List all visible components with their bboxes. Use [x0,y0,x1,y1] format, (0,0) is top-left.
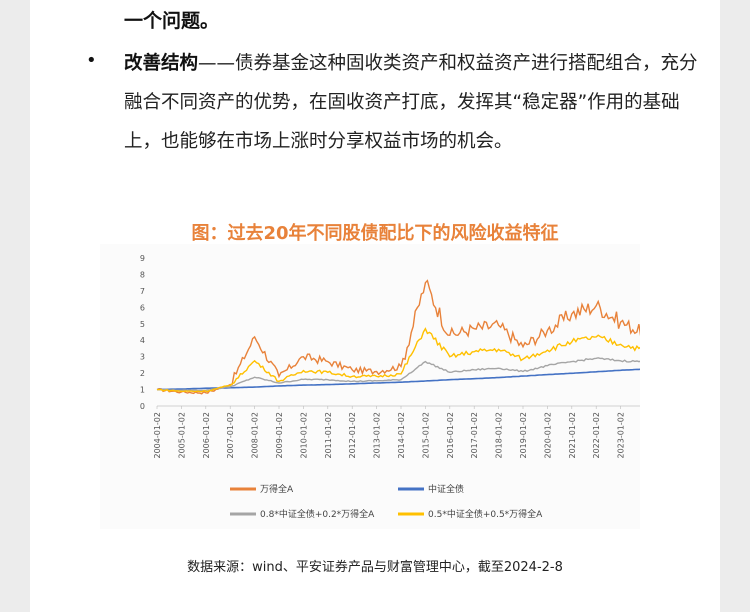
x-tick-label: 2004-01-02 [153,412,162,459]
y-tick-label: 3 [140,353,145,362]
x-tick-label: 2016-01-02 [446,412,455,459]
y-tick-label: 6 [140,303,145,312]
x-tick-label: 2023-01-02 [617,412,626,459]
document-page: 一个问题。 • 改善结构——债券基金这种固收类资产和权益资产进行搭配组合，充分融… [30,0,720,612]
y-tick-label: 9 [140,254,145,263]
x-tick-label: 2015-01-02 [421,412,430,459]
bullet-body: 债券基金这种固收类资产和权益资产进行搭配组合，充分融合不同资产的优势，在固收资产… [124,53,698,152]
x-tick-label: 2006-01-02 [202,412,211,459]
y-tick-label: 7 [140,287,145,296]
y-tick-label: 1 [140,386,145,395]
bullet-paragraph: 改善结构——债券基金这种固收类资产和权益资产进行搭配组合，充分融合不同资产的优势… [124,44,704,161]
x-tick-label: 2021-01-02 [568,412,577,459]
x-tick-label: 2012-01-02 [348,412,357,459]
x-tick-label: 2014-01-02 [397,412,406,459]
y-tick-label: 5 [140,320,145,329]
y-tick-label: 8 [140,270,145,279]
legend-label: 中证全债 [428,483,464,495]
chart-title: 图：过去20年不同股债配比下的风险收益特征 [191,223,559,244]
x-tick-label: 2007-01-02 [226,412,235,459]
y-tick-label: 4 [140,336,145,345]
x-tick-label: 2022-01-02 [592,412,601,459]
x-tick-label: 2009-01-02 [275,412,284,459]
source-note: 数据来源：wind、平安证券产品与财富管理中心，截至2024-2-8 [187,560,563,575]
x-tick-label: 2011-01-02 [324,412,333,459]
y-tick-label: 0 [140,402,145,411]
y-tick-label: 2 [140,369,145,378]
x-tick-label: 2019-01-02 [519,412,528,459]
series-line [156,279,646,395]
x-tick-label: 2013-01-02 [373,412,382,459]
series-line [156,368,646,391]
legend-label: 0.5*中证全债+0.5*万得全A [428,508,543,520]
series-line [157,327,646,393]
bullet-dash: —— [198,53,236,74]
x-tick-label: 2005-01-02 [177,412,186,459]
legend-label: 0.8*中证全债+0.2*万得全A [260,508,375,520]
bullet-term: 改善结构 [124,53,199,74]
bullet-dot: • [86,50,97,71]
chart-container: 0 1 2 3 4 5 6 7 8 9 2004-01-02 2005-01-02 2006-01-02… [100,244,650,529]
x-tick-label: 2018-01-02 [495,412,504,459]
top-line: 一个问题。 [124,10,220,32]
x-tick-label: 2017-01-02 [470,412,479,459]
legend-label: 万得全A [260,483,294,495]
x-tick-label: 2008-01-02 [251,412,260,459]
x-tick-label: 2010-01-02 [299,412,308,459]
line-chart: 0 1 2 3 4 5 6 7 8 9 2004-01-02 2005-01-02 2006-01-02… [140,254,650,520]
series-line [156,357,646,392]
x-tick-label: 2020-01-02 [543,412,552,459]
